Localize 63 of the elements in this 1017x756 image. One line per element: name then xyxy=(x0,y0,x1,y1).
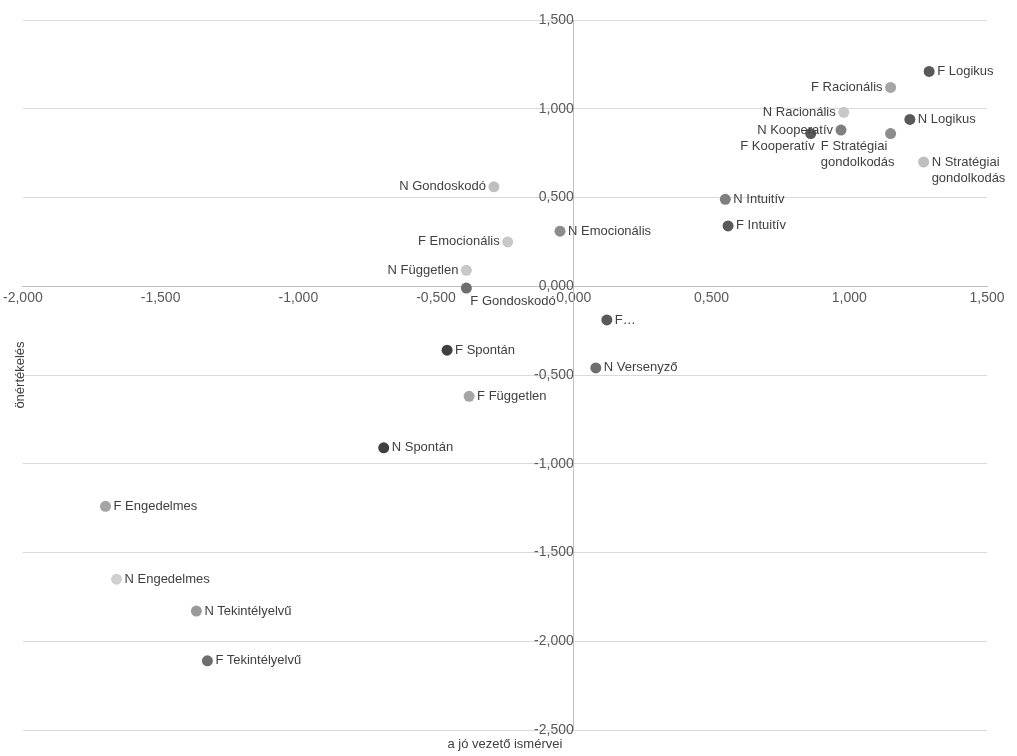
point xyxy=(190,605,202,617)
series-label: F Stratégiai gondolkodás xyxy=(820,138,896,170)
point xyxy=(904,113,916,125)
x-tick-label: -0,500 xyxy=(416,288,457,305)
point xyxy=(838,106,850,118)
point xyxy=(719,193,731,205)
series-label: N Spontán xyxy=(391,439,454,455)
point xyxy=(923,65,935,77)
x-axis-title: a jó vezető ismérvei xyxy=(447,735,563,751)
point xyxy=(918,156,930,168)
x-tick-label: 1,000 xyxy=(831,288,867,305)
y-axis-title: önértékelés xyxy=(11,340,27,409)
series-label: F Logikus xyxy=(937,63,995,79)
series-label: N Gondoskodó xyxy=(399,178,486,194)
point xyxy=(441,344,453,356)
x-tick-label: 1,500 xyxy=(969,288,1005,305)
point xyxy=(99,500,111,512)
y-tick-label: 0,500 xyxy=(538,188,574,205)
point xyxy=(488,181,500,193)
point xyxy=(460,264,472,276)
series-label: F Tekintélyelvű xyxy=(215,652,302,668)
point xyxy=(885,81,897,93)
point xyxy=(835,124,847,136)
y-tick-label: -1,000 xyxy=(534,454,574,471)
x-tick-label: -1,500 xyxy=(140,288,181,305)
x-tick-label: -1,000 xyxy=(278,288,319,305)
series-label: N Intuitív xyxy=(733,190,786,206)
point xyxy=(378,442,390,454)
series-label: N Engedelmes xyxy=(124,570,211,586)
series-label: N Emocionális xyxy=(568,222,652,238)
y-tick-label: 1,500 xyxy=(538,10,574,27)
series-label: F Emocionális xyxy=(418,233,501,249)
series-label: F Racionális xyxy=(811,79,884,95)
series-label: F Független xyxy=(477,387,547,403)
point xyxy=(460,282,472,294)
series-label: N Versenyző xyxy=(603,359,678,375)
series-label: F Gondoskodó xyxy=(470,292,556,308)
series-label: F… xyxy=(614,311,636,327)
y-tick-label: -2,000 xyxy=(534,632,574,649)
y-tick-label: -0,500 xyxy=(534,365,574,382)
x-tick-label: 0,500 xyxy=(694,288,730,305)
point xyxy=(590,362,602,374)
y-tick-label: -2,500 xyxy=(534,720,574,737)
point xyxy=(201,655,213,667)
point xyxy=(554,225,566,237)
series-label: F Spontán xyxy=(455,341,516,357)
series-label: N Logikus xyxy=(917,110,977,126)
series-label: N Stratégiai gondolkodás xyxy=(931,153,1006,185)
series-label: F Engedelmes xyxy=(113,497,198,513)
series-label: N Tekintélyelvű xyxy=(204,602,292,618)
series-label: F Intuitív xyxy=(736,217,787,233)
x-tick-label: -2,000 xyxy=(3,288,43,305)
point xyxy=(885,128,897,140)
series-label: F Kooperatív xyxy=(740,138,816,154)
point xyxy=(502,236,514,248)
y-tick-label: 1,000 xyxy=(538,99,574,116)
point xyxy=(722,220,734,232)
y-tick-label: -1,500 xyxy=(534,543,574,560)
point xyxy=(111,573,123,585)
series-label: N Független xyxy=(387,261,459,277)
point xyxy=(463,390,475,402)
point xyxy=(601,314,613,326)
series-label: N Racionális xyxy=(762,103,837,119)
